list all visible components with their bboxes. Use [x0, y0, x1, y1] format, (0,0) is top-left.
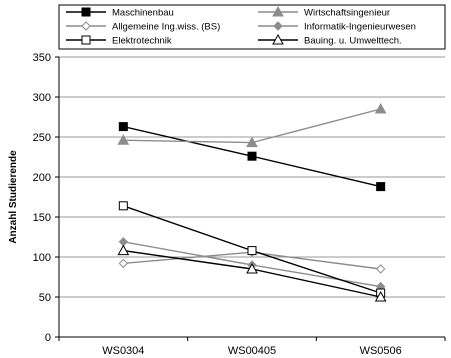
- legend-label: Elektrotechnik: [112, 36, 172, 47]
- legend-label: Informatik-Ingenieurwesen: [304, 22, 416, 33]
- data-point: [247, 246, 257, 256]
- legend-marker: [272, 5, 284, 17]
- y-axis-label: Anzahl Studierende: [8, 150, 19, 244]
- legend-marker: [81, 7, 91, 17]
- series-group: [117, 102, 387, 302]
- data-point: [118, 258, 129, 269]
- data-point: [375, 264, 386, 274]
- x-tick-label: WS00405: [228, 345, 276, 357]
- legend-item: Maschinenbau: [66, 7, 174, 19]
- data-point: [374, 290, 387, 302]
- data-point: [247, 151, 257, 161]
- y-tick-label: 0: [45, 332, 51, 344]
- legend-box: [58, 4, 446, 50]
- legend-marker: [81, 21, 91, 31]
- y-tick-label: 350: [33, 52, 51, 64]
- x-axis-tick-labels: WS0304 WS00405 WS0506: [58, 337, 446, 357]
- y-axis-tick-labels: 0 50 100 150 200 250 300 350: [33, 52, 51, 344]
- legend-item: Allgemeine Ing.wiss. (BS): [66, 21, 220, 33]
- legend-label: Wirtschaftsingenieur: [304, 8, 390, 19]
- data-point: [118, 122, 128, 132]
- y-tick-label: 100: [33, 252, 51, 264]
- data-point: [374, 102, 387, 114]
- x-tick-label: WS0304: [102, 345, 144, 357]
- data-point: [118, 201, 128, 211]
- y-tick-label: 200: [33, 172, 51, 184]
- legend-label: Maschinenbau: [112, 8, 174, 19]
- data-point: [117, 244, 130, 256]
- data-point: [376, 182, 386, 192]
- series-line: [123, 249, 381, 298]
- series-2: [117, 102, 387, 148]
- legend-label: Bauing. u. Umwelttech.: [304, 36, 402, 47]
- data-point: [246, 262, 258, 274]
- data-point: [117, 134, 130, 145]
- x-tick-label: WS0506: [360, 345, 402, 357]
- y-tick-label: 50: [39, 292, 51, 304]
- series-1: [118, 122, 386, 192]
- legend-marker: [273, 21, 283, 31]
- legend-label: Allgemeine Ing.wiss. (BS): [112, 22, 220, 33]
- legend-marker: [81, 35, 91, 45]
- series-6: [117, 244, 387, 302]
- grid-lines: [55, 56, 445, 338]
- series-5: [118, 201, 386, 298]
- legend: Maschinenbau Wirtschaftsingenieur Allgemei…: [58, 4, 446, 50]
- y-tick-label: 150: [33, 212, 51, 224]
- data-point: [246, 136, 258, 148]
- legend-item: Elektrotechnik: [66, 35, 172, 47]
- y-tick-label: 250: [33, 132, 51, 144]
- legend-item: Wirtschaftsingenieur: [258, 5, 390, 19]
- legend-item: Informatik-Ingenieurwesen: [258, 21, 416, 33]
- legend-marker: [272, 33, 284, 45]
- legend-item: Bauing. u. Umwelttech.: [258, 33, 402, 47]
- y-tick-label: 300: [33, 92, 51, 104]
